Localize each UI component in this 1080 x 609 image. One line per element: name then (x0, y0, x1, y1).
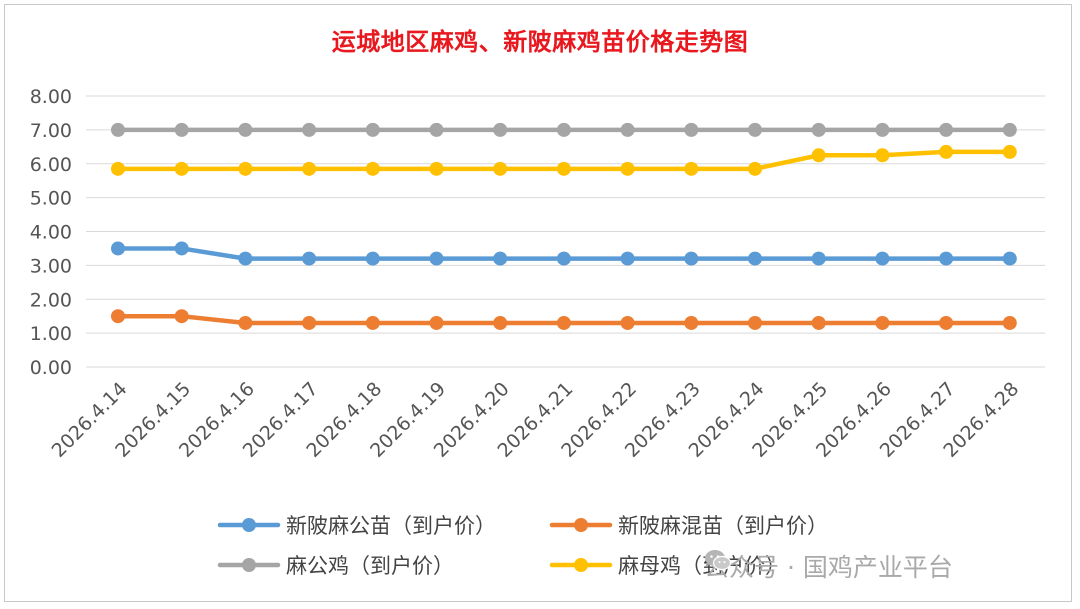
data-point (493, 315, 508, 330)
data-point (365, 315, 380, 330)
data-point (174, 161, 189, 176)
y-tick-label: 6.00 (30, 154, 72, 176)
data-point (111, 309, 125, 324)
data-point (1002, 122, 1017, 137)
data-point (111, 241, 125, 256)
data-point (302, 315, 317, 330)
data-point (748, 161, 762, 176)
data-point (111, 122, 125, 137)
data-point (939, 315, 954, 330)
data-point (429, 122, 444, 137)
data-point (620, 251, 635, 266)
legend-item: 麻公鸡（到户价） (217, 554, 454, 578)
data-point (429, 315, 444, 330)
data-point (684, 161, 699, 176)
data-point (811, 122, 826, 137)
data-point (174, 309, 189, 324)
watermark: 公众号 · 国鸡产业平台 (704, 548, 953, 584)
data-point (429, 251, 444, 266)
data-point (365, 122, 380, 137)
y-tick-label: 0.00 (30, 357, 72, 379)
y-tick-label: 5.00 (30, 188, 72, 210)
data-point (1002, 251, 1017, 266)
data-point (684, 315, 699, 330)
series-2 (111, 122, 1017, 137)
data-point (174, 241, 189, 256)
data-point (620, 122, 635, 137)
data-point (111, 161, 125, 176)
data-point (556, 122, 571, 137)
data-point (875, 315, 890, 330)
data-point (556, 161, 571, 176)
data-point (302, 251, 317, 266)
data-point (875, 251, 890, 266)
watermark-text: 公众号 · 国鸡产业平台 (704, 553, 953, 582)
data-point (302, 122, 317, 137)
y-tick-label: 1.00 (30, 323, 72, 345)
data-point (811, 251, 826, 266)
data-point (1002, 315, 1017, 330)
series-lines (111, 122, 1017, 330)
x-axis-labels: 2026.4.142026.4.152026.4.162026.4.172026… (48, 378, 1024, 462)
data-point (1002, 144, 1017, 159)
data-point (365, 161, 380, 176)
data-point (748, 122, 762, 137)
data-point (238, 161, 253, 176)
legend-swatch-marker (574, 518, 588, 532)
legend-label: 新陂麻公苗（到户价） (286, 514, 496, 538)
legend-swatch-marker (574, 558, 588, 572)
data-point (493, 251, 508, 266)
wechat-icon (705, 550, 732, 571)
data-point (811, 315, 826, 330)
legend-item: 麻母鸡（到户价） (549, 554, 786, 578)
data-point (556, 315, 571, 330)
data-point (939, 251, 954, 266)
y-tick-label: 7.00 (30, 120, 72, 142)
data-point (429, 161, 444, 176)
data-point (748, 251, 762, 266)
series-3 (111, 144, 1017, 176)
chart-title: 运城地区麻鸡、新陂麻鸡苗价格走势图 (331, 28, 749, 56)
data-point (365, 251, 380, 266)
chart-frame (4, 4, 1072, 602)
data-point (238, 315, 253, 330)
data-point (811, 148, 826, 163)
legend-label: 麻公鸡（到户价） (286, 554, 454, 578)
legend-swatch-marker (242, 558, 256, 572)
data-point (238, 251, 253, 266)
y-tick-label: 4.00 (30, 222, 72, 244)
data-point (174, 122, 189, 137)
data-point (748, 315, 762, 330)
y-axis-labels: 0.00 1.00 2.00 3.00 4.00 5.00 6.00 7.00 8.00 (30, 86, 72, 379)
y-tick-label: 3.00 (30, 255, 72, 277)
data-point (684, 251, 699, 266)
data-point (939, 144, 954, 159)
data-point (620, 161, 635, 176)
data-point (620, 315, 635, 330)
y-tick-label: 2.00 (30, 289, 72, 311)
legend-item: 新陂麻公苗（到户价） (217, 514, 496, 538)
y-tick-label: 8.00 (30, 86, 72, 108)
legend-label: 新陂麻混苗（到户价） (618, 514, 828, 538)
legend-label: 麻母鸡（到户价） (618, 554, 786, 578)
legend-swatch-marker (242, 518, 256, 532)
data-point (556, 251, 571, 266)
legend-item: 新陂麻混苗（到户价） (549, 514, 828, 538)
data-point (875, 148, 890, 163)
data-point (493, 161, 508, 176)
series-0 (111, 241, 1017, 266)
data-point (875, 122, 890, 137)
data-point (493, 122, 508, 137)
data-point (302, 161, 317, 176)
legend: 新陂麻公苗（到户价） 新陂麻混苗（到户价） 麻公鸡（到户价） 麻母鸡（到户价） (217, 514, 828, 578)
data-point (684, 122, 699, 137)
data-point (939, 122, 954, 137)
data-point (238, 122, 253, 137)
series-1 (111, 309, 1017, 330)
